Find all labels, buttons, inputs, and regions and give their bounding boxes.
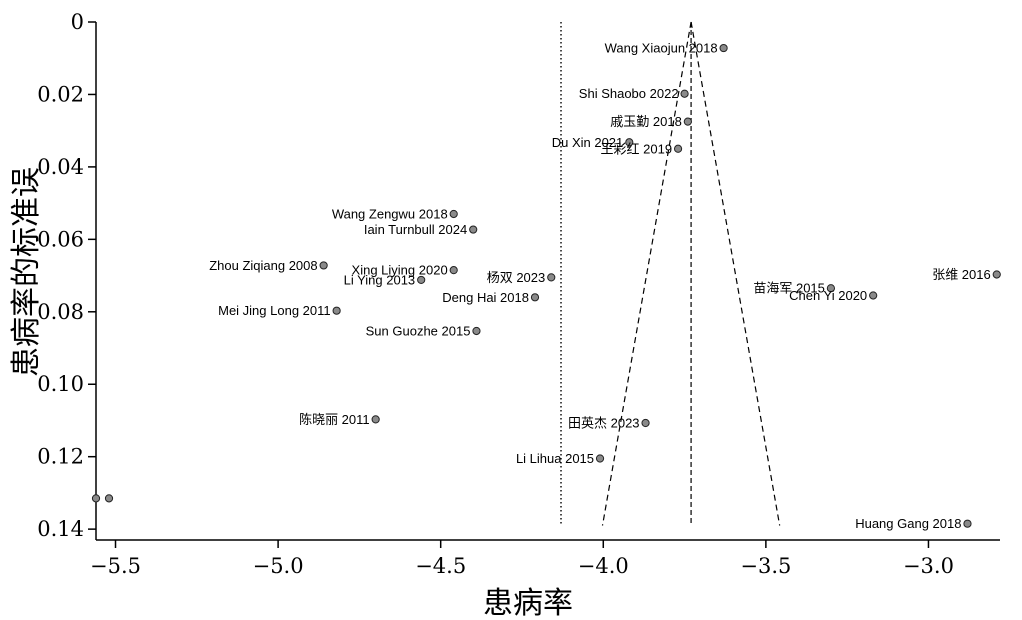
x-tick-label: −3.0 xyxy=(903,554,954,578)
data-point-label: 张维 2016 xyxy=(932,267,991,282)
data-point xyxy=(91,494,101,503)
data-point xyxy=(719,43,728,53)
reference-lines xyxy=(560,21,781,526)
x-tick-label: −4.0 xyxy=(578,554,629,578)
data-point xyxy=(319,261,328,270)
data-point xyxy=(469,225,478,234)
funnel-left-boundary xyxy=(601,21,692,526)
y-tick-label: 0.10 xyxy=(37,372,84,396)
data-point xyxy=(869,291,878,300)
data-point xyxy=(625,138,634,147)
x-tick-label: −5.5 xyxy=(90,554,141,578)
data-point-label: 陈晓丽 2011 xyxy=(299,412,370,427)
y-tick-label: 0.04 xyxy=(37,155,84,179)
data-point xyxy=(963,519,972,528)
data-point-label: Huang Gang 2018 xyxy=(855,516,961,531)
y-tick-label: 0.06 xyxy=(37,227,84,251)
data-point xyxy=(547,273,556,282)
data-point-label: Shi Shaobo 2022 xyxy=(579,86,679,101)
data-point-label: Du Xin 2021 xyxy=(552,135,624,150)
data-point xyxy=(595,454,605,463)
x-axis-title: 患病率 xyxy=(483,586,573,620)
data-point xyxy=(332,306,341,315)
data-point xyxy=(641,418,650,428)
funnel-right-boundary xyxy=(690,21,781,526)
data-points: Wang Xiaojun 2018 Shi Shaobo 2022 戚玉勤 2018… xyxy=(91,41,1001,531)
y-tick-label: 0.02 xyxy=(37,82,84,106)
data-point-label: Xing Liying 2020 xyxy=(352,263,448,278)
data-point xyxy=(683,117,692,126)
data-point-label: 苗海军 2015 xyxy=(753,281,825,296)
data-point-label: Li Lihua 2015 xyxy=(516,451,594,466)
y-axis-title: 患病率的标准误 xyxy=(9,167,44,377)
y-tick-label: 0.08 xyxy=(37,300,84,324)
data-point xyxy=(449,209,458,219)
data-point-label: Zhou Ziqiang 2008 xyxy=(209,258,317,273)
data-point-label: Iain Turnbull 2024 xyxy=(364,222,467,237)
data-point xyxy=(826,284,836,293)
data-point xyxy=(680,89,689,98)
x-tick-label: −3.5 xyxy=(740,554,791,578)
data-point xyxy=(371,415,380,424)
data-point-label: Deng Hai 2018 xyxy=(442,290,529,305)
data-point-label: 田英杰 2023 xyxy=(568,415,640,430)
data-point-label: 戚玉勤 2018 xyxy=(610,114,682,129)
data-point xyxy=(449,266,458,275)
data-point-label: 王彩红 2019 xyxy=(601,141,673,156)
data-point-label: Wang Zengwu 2018 xyxy=(332,206,448,221)
y-tick-label: 0.12 xyxy=(37,445,84,469)
data-point-label: 杨双 2023 xyxy=(487,270,546,285)
x-tick-label: −5.0 xyxy=(253,554,304,578)
data-point xyxy=(417,275,426,285)
data-point-label: Sun Guozhe 2015 xyxy=(366,323,471,338)
data-point-label: Chen Yi 2020 xyxy=(789,288,867,303)
data-point-label: Wang Xiaojun 2018 xyxy=(605,41,718,56)
y-tick-label: 0.14 xyxy=(37,517,84,541)
data-point xyxy=(673,144,683,153)
y-tick-label: 0 xyxy=(71,10,84,34)
data-point-label: Mei Jing Long 2011 xyxy=(218,303,331,318)
x-tick-label: −4.5 xyxy=(415,554,466,578)
data-point xyxy=(530,293,540,302)
data-point xyxy=(992,270,1001,279)
data-point-label: Li Ying 2013 xyxy=(344,272,416,287)
axes: 0 0.02 0.04 0.06 0.08 0.10 0.12 0.14−5.5 −5.0 −4.… xyxy=(37,10,1000,578)
data-point xyxy=(472,326,481,336)
data-point xyxy=(104,494,114,503)
